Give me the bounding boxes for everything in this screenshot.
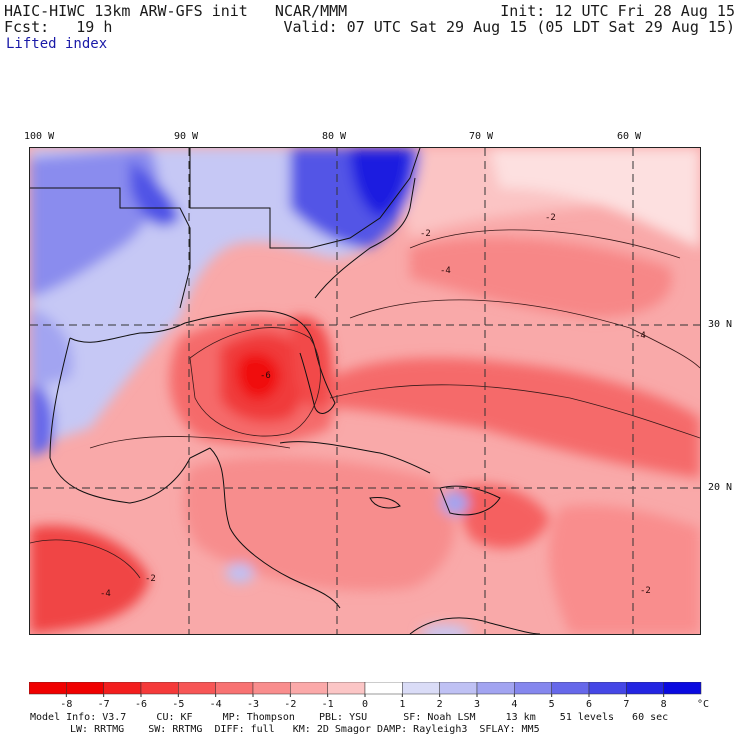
colorbar-tick-label: -4: [210, 699, 222, 710]
colorbar-tick-label: 1: [399, 699, 405, 710]
model-title: HAIC-HIWC 13km ARW-GFS init NCAR/MMM: [4, 2, 348, 20]
lon-label-70w: 70 W: [469, 131, 494, 142]
colorbar-cell: [514, 682, 552, 695]
colorbar-tick-label: 3: [474, 699, 480, 710]
model-info-line1: Model Info: V3.7 CU: KF MP: Thompson PBL…: [30, 712, 669, 723]
colorbar-tick-label: -2: [284, 699, 296, 710]
colorbar-unit: °C: [697, 699, 709, 710]
contour-lines: [30, 229, 700, 579]
colorbar-tick-label: 6: [586, 699, 592, 710]
south-america-blue-spot: [420, 625, 470, 634]
southeast-red-area: [549, 505, 700, 634]
central-america-coast: [209, 447, 341, 609]
contour-label: -2: [145, 574, 156, 584]
mexico-light-blue: [30, 308, 73, 388]
colorbar-cells: [29, 682, 702, 695]
pacific-red-area: [30, 525, 150, 634]
colorbar-tick-label: -3: [247, 699, 259, 710]
valid-time: Valid: 07 UTC Sat 29 Aug 15 (05 LDT Sat …: [283, 18, 735, 36]
coastlines: [30, 148, 541, 634]
colorbar-tick-label: -6: [135, 699, 147, 710]
colorbar-cell: [439, 682, 478, 695]
colorbar-cell: [290, 682, 328, 695]
carolina-deep-blue: [350, 148, 410, 218]
contour-line: [189, 327, 321, 437]
colorbar-tick-label: 2: [437, 699, 443, 710]
mexico-coast-blue: [30, 378, 54, 458]
colorbar-cell: [476, 682, 515, 695]
contour-line: [349, 299, 700, 369]
contour-label: -2: [420, 229, 431, 239]
colorbar-cell: [327, 682, 366, 695]
south-america-coast: [409, 617, 541, 634]
lat-label-20n: 20 N: [708, 482, 733, 493]
map-canvas: -2 -4 -4 -2 -6 -2 -4 -2: [30, 148, 700, 634]
contour-label: -4: [440, 266, 451, 276]
colorbar-tick-label: 5: [549, 699, 555, 710]
colorbar: -8 -7 -6 -5 -4 -3 -2 -1 0 1 2 3 4 5 6 7 8 °C: [29, 682, 709, 710]
lon-label-80w: 80 W: [322, 131, 347, 142]
atlantic-coast: [314, 177, 416, 299]
cuba-outline: [279, 441, 431, 474]
lat-lon-grid: [30, 148, 700, 634]
model-info-line2: LW: RRTMG SW: RRTMG DIFF: full KM: 2D Sm…: [70, 724, 540, 735]
colorbar-cell: [215, 682, 254, 695]
lon-label-60w: 60 W: [617, 131, 642, 142]
colorbar-cell: [103, 682, 142, 695]
gulf-coast: [69, 310, 336, 414]
colorbar-cell: [588, 682, 627, 695]
colorbar-cell: [66, 682, 104, 695]
field-name: Lifted index: [6, 36, 108, 52]
colorbar-tick-label: -1: [322, 699, 334, 710]
init-time: Init: 12 UTC Fri 28 Aug 15: [500, 2, 735, 20]
forecast-hour: Fcst: 19 h: [4, 18, 113, 36]
central-america-blue-spot: [226, 563, 254, 583]
caribbean-red-area: [183, 457, 455, 591]
colorbar-tick-label: 8: [661, 699, 667, 710]
colorbar-tick-label: -5: [172, 699, 184, 710]
colorbar-cell: [178, 682, 216, 695]
contour-line: [30, 539, 141, 579]
florida-red-band: [290, 316, 333, 409]
atlantic-upper-band: [410, 237, 672, 318]
colorbar-cell: [29, 682, 67, 695]
colorbar-tick-label: 4: [511, 699, 517, 710]
colorbar-cell: [551, 682, 590, 695]
colorbar-cell: [402, 682, 440, 695]
colorbar-cell: [663, 682, 702, 695]
atlantic-red-band: [330, 358, 700, 478]
jamaica-outline: [369, 497, 401, 509]
lifted-index-map: -2 -4 -4 -2 -6 -2 -4 -2: [29, 147, 701, 635]
hispaniola-outline: [439, 485, 501, 516]
colorbar-tick-label: -7: [98, 699, 110, 710]
contour-labels: -2 -4 -4 -2 -6 -2 -4 -2: [100, 213, 651, 599]
contour-line: [329, 384, 700, 439]
contour-label: -4: [100, 589, 111, 599]
contour-label: -6: [260, 371, 271, 381]
hispaniola-blue-spot: [441, 491, 469, 515]
contour-line: [89, 436, 291, 449]
colorbar-cell: [140, 682, 179, 695]
state-borders-east: [189, 148, 421, 249]
colorbar-cell: [364, 682, 403, 695]
texas-mid-blue: [30, 148, 159, 298]
contour-label: -2: [545, 213, 556, 223]
contour-label: -4: [635, 331, 646, 341]
colorbar-tick-label: -8: [60, 699, 72, 710]
state-borders: [30, 187, 191, 309]
gulf-deep-red: [237, 353, 280, 400]
contour-label: -2: [640, 586, 651, 596]
lat-label-30n: 30 N: [708, 319, 733, 330]
plains-blue: [130, 158, 180, 227]
colorbar-tick-labels: -8 -7 -6 -5 -4 -3 -2 -1 0 1 2 3 4 5 6 7 8: [60, 694, 667, 710]
lon-label-90w: 90 W: [174, 131, 199, 142]
colorbar-cell: [626, 682, 664, 695]
colorbar-tick-label: 0: [362, 699, 368, 710]
colorbar-cell: [252, 682, 291, 695]
lon-label-100w: 100 W: [24, 131, 55, 142]
atlantic-pale-area: [490, 148, 700, 248]
caribbean-east-red: [450, 484, 550, 549]
colorbar-tick-label: 7: [623, 699, 629, 710]
contour-line: [409, 229, 681, 259]
